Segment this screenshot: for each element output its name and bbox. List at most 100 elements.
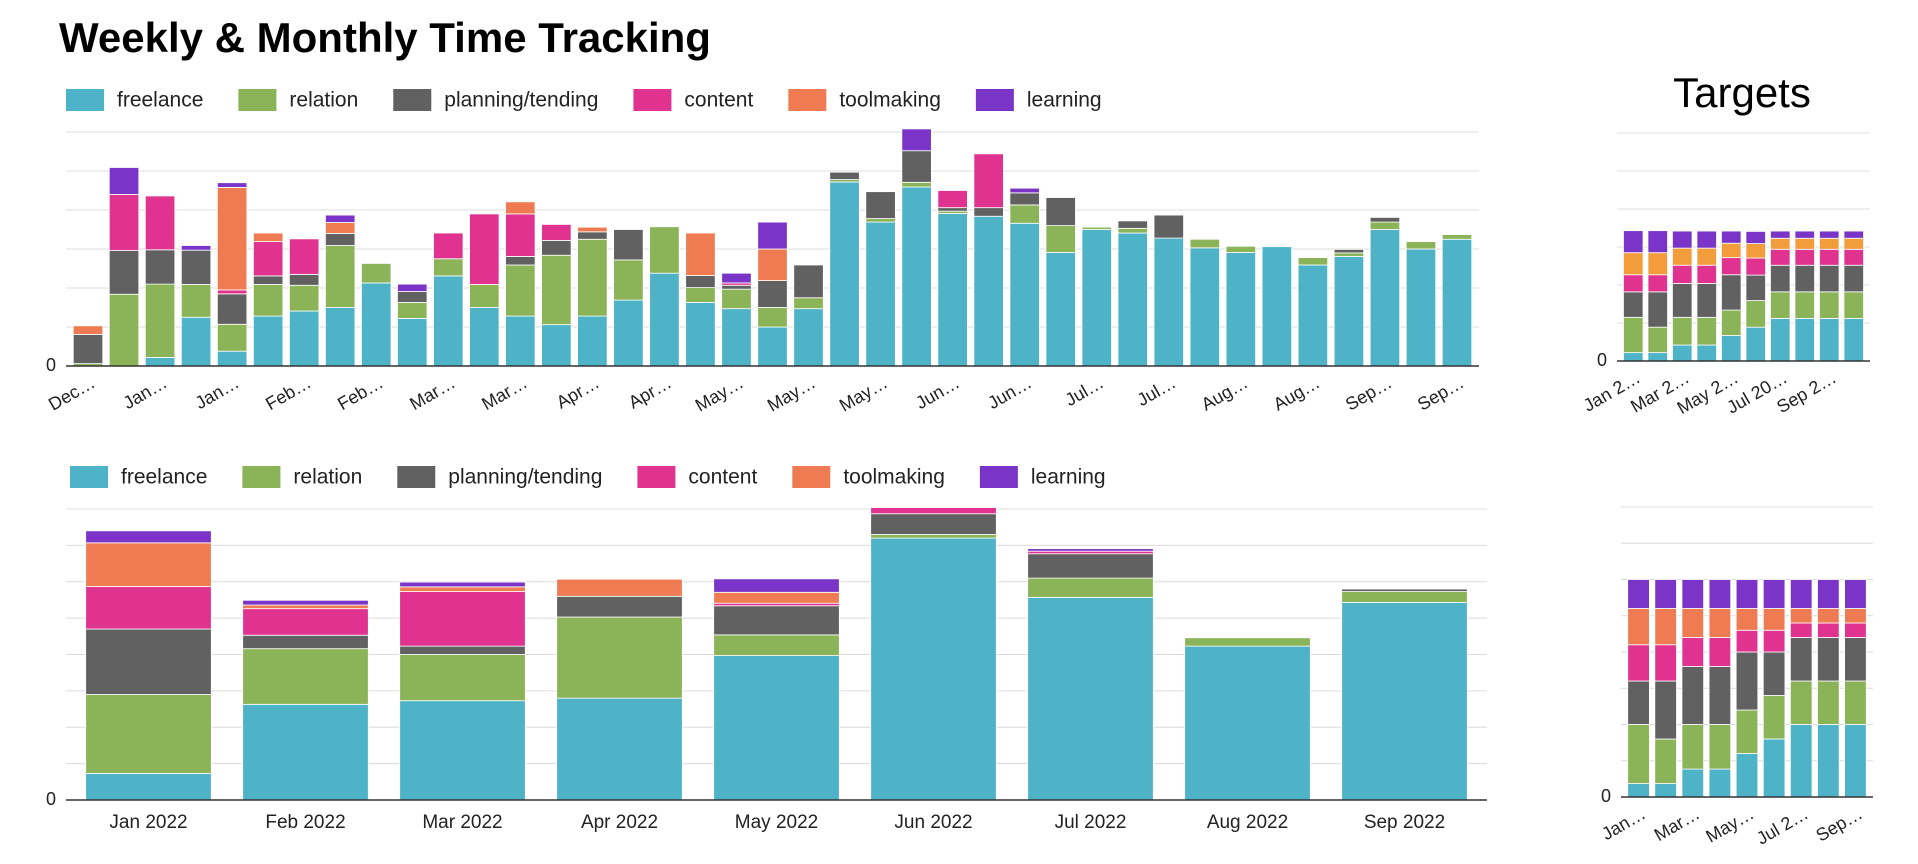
bar-segment — [1735, 629, 1759, 653]
x-tick-label: Mar 2022 — [422, 812, 502, 833]
bar-segment — [216, 289, 248, 295]
bar-segment — [1817, 622, 1840, 638]
bar-segment — [1721, 230, 1742, 244]
bar-segment — [649, 272, 680, 367]
bar-segment — [1647, 326, 1668, 354]
y-tick-label: 0 — [1597, 350, 1607, 370]
bar-segment — [1333, 256, 1365, 367]
bar-segment — [1745, 243, 1766, 259]
x-tick-label: Aug 2022 — [1207, 812, 1288, 833]
bar-segment — [1843, 237, 1864, 250]
page-title: Weekly & Monthly Time Tracking — [59, 14, 711, 61]
legend-label: planning/tending — [448, 466, 602, 489]
x-tick-label: Jul 2022 — [1055, 812, 1127, 833]
bar-segment — [1189, 247, 1220, 367]
bar-segment — [1817, 608, 1840, 624]
legend-swatch — [397, 466, 436, 488]
bar-segment — [1647, 274, 1668, 293]
bar-segment — [1721, 274, 1742, 311]
bar-segment — [1794, 237, 1815, 250]
bar-segment — [973, 215, 1004, 367]
bar-segment — [1681, 608, 1705, 638]
legend-swatch — [792, 466, 831, 488]
bar-segment — [1441, 234, 1473, 240]
bar-segment — [108, 293, 140, 367]
x-tick-label: May… — [692, 372, 747, 415]
bar-segment — [649, 226, 680, 274]
x-tick-label: Apr 2022 — [581, 812, 658, 833]
bar-segment — [1770, 237, 1791, 250]
bar-segment — [1647, 230, 1668, 254]
bar-segment — [870, 513, 997, 535]
bar-segment — [288, 273, 320, 286]
bar-segment — [1770, 230, 1791, 239]
bar-segment — [865, 218, 896, 223]
bar-segment — [613, 299, 644, 367]
bar-segment — [433, 258, 464, 277]
bar-segment — [325, 307, 356, 367]
bar-segment — [1081, 229, 1112, 367]
bar-segment — [180, 249, 212, 285]
x-tick-label: May… — [836, 372, 891, 415]
bar-segment — [1708, 724, 1732, 770]
bar-segment — [216, 350, 248, 367]
bar-segment — [242, 608, 369, 636]
bar-segment — [469, 213, 500, 285]
bar-segment — [556, 578, 683, 597]
bar-segment — [85, 773, 212, 801]
bar-segment — [1844, 608, 1867, 624]
bar-segment — [397, 291, 428, 303]
legend-label: toolmaking — [843, 466, 945, 489]
bar-segment — [1153, 237, 1184, 367]
bar-segment — [1762, 608, 1786, 631]
bar-segment — [870, 534, 997, 539]
bar-segment — [252, 275, 284, 285]
legend-swatch — [238, 89, 277, 111]
bar-segment — [72, 325, 104, 335]
bar-segment — [399, 586, 526, 592]
bar-segment — [1623, 291, 1644, 318]
bar-segment — [1672, 247, 1693, 266]
bar-segment — [1789, 608, 1813, 624]
bar-segment — [288, 284, 320, 312]
bar-segment — [1762, 579, 1786, 609]
bar-segment — [433, 232, 464, 260]
bar-segment — [757, 248, 788, 281]
bar-segment — [252, 232, 284, 242]
bar-segment — [901, 181, 932, 188]
bar-segment — [433, 275, 464, 367]
bar-segment — [85, 694, 212, 774]
y-tick-label: 0 — [1601, 786, 1611, 806]
bar-segment — [541, 224, 572, 241]
bar-segment — [1009, 187, 1040, 194]
bar-segment — [1843, 291, 1864, 319]
bar-segment — [1735, 608, 1759, 631]
bar-segment — [1627, 680, 1650, 725]
x-tick-label: Jan 2022 — [109, 812, 187, 833]
bar-segment — [1081, 226, 1112, 230]
bar-segment — [1735, 579, 1759, 609]
bar-segment — [556, 595, 683, 618]
bar-segment — [1819, 264, 1840, 293]
bar-segment — [865, 191, 896, 219]
chart-title: Targets — [1673, 69, 1811, 116]
bar-segment — [1794, 264, 1815, 293]
bar-segment — [1672, 344, 1693, 362]
bar-segment — [713, 605, 840, 636]
bar-segment — [1696, 344, 1717, 362]
bar-segment — [937, 207, 968, 212]
bar-segment — [399, 591, 526, 647]
x-tick-label: Jul… — [1062, 372, 1108, 410]
x-tick-label: Apr… — [553, 372, 603, 412]
bar-segment — [1681, 666, 1705, 725]
bar-segment — [85, 628, 212, 695]
bar-segment — [1647, 352, 1668, 362]
y-tick-label: 0 — [46, 355, 56, 375]
bar-segment — [541, 240, 572, 256]
bar-segment — [325, 222, 356, 234]
bar-segment — [180, 316, 212, 367]
bar-segment — [757, 221, 788, 250]
bar-segment — [1696, 283, 1717, 318]
bar-segment — [108, 250, 140, 295]
